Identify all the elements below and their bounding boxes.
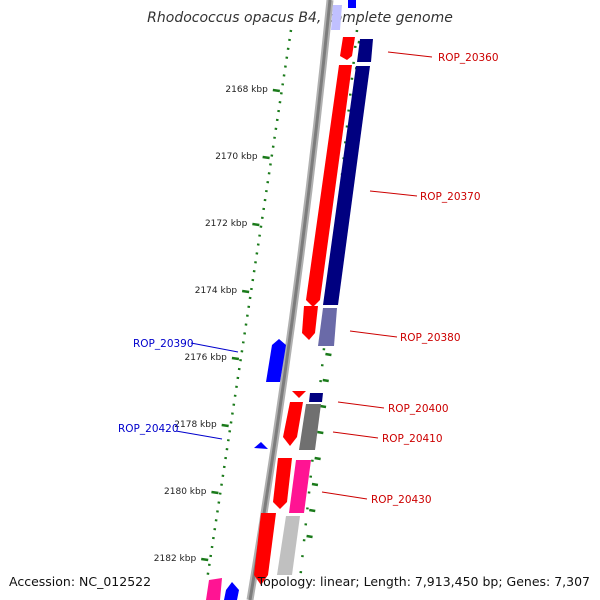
gene-block[interactable] xyxy=(224,582,239,600)
gene-block[interactable] xyxy=(266,339,286,382)
ruler-tick-label: 2168 kbp xyxy=(225,85,268,95)
gene-ROP_20360[interactable]: ROP_20360 xyxy=(340,37,499,64)
gene-block[interactable] xyxy=(323,66,370,305)
gene-label-ROP_20400[interactable]: ROP_20400 xyxy=(388,403,449,415)
ruler-tick-mark xyxy=(272,88,281,93)
ruler-tick-label: 2174 kbp xyxy=(195,286,238,296)
ruler-tick-label: 2176 kbp xyxy=(184,353,227,363)
gene-label-ROP_20390[interactable]: ROP_20390 xyxy=(133,338,194,350)
gene-ROP_20380[interactable]: ROP_20380 xyxy=(302,306,461,346)
gene-block[interactable] xyxy=(292,391,306,398)
gene-ROP_20400[interactable]: ROP_20400 xyxy=(292,391,449,415)
gene-block[interactable] xyxy=(309,393,323,402)
gene-block[interactable] xyxy=(299,404,321,450)
ruler-tick-mark xyxy=(262,155,270,160)
minor-tick-mark xyxy=(309,508,316,513)
gene-callout xyxy=(349,330,398,338)
gene-block[interactable] xyxy=(254,442,268,449)
ruler-tick-label: 2178 kbp xyxy=(174,420,217,430)
gene-block[interactable] xyxy=(206,578,222,600)
ruler-tick-label: 2182 kbp xyxy=(154,554,197,564)
gene-block[interactable] xyxy=(289,460,311,513)
minor-tick-mark xyxy=(306,534,313,539)
gene-callout xyxy=(321,491,368,500)
ruler-tick-mark xyxy=(231,356,240,361)
gene-label-ROP_20420[interactable]: ROP_20420 xyxy=(118,423,179,435)
gene-label-ROP_20410[interactable]: ROP_20410 xyxy=(382,433,443,445)
ruler-tick-mark xyxy=(211,490,219,495)
ruler-tick-label: 2172 kbp xyxy=(205,219,248,229)
ruler-tick-label: 2180 kbp xyxy=(164,487,207,497)
minor-tick-mark xyxy=(325,352,332,357)
gene-callout xyxy=(387,51,433,58)
ruler-tick-mark xyxy=(252,222,260,227)
gene-callout xyxy=(369,190,418,197)
partial-gene-top[interactable] xyxy=(348,0,356,8)
gene-ROP_20390[interactable]: ROP_20390 xyxy=(133,338,286,382)
gene-label-ROP_20370[interactable]: ROP_20370 xyxy=(420,191,481,203)
gene-block[interactable] xyxy=(273,458,292,509)
gene-ROP_20420[interactable]: ROP_20420 xyxy=(118,423,268,449)
genome-title: Rhodococcus opacus B4, complete genome xyxy=(147,10,453,26)
minor-tick-mark xyxy=(314,456,321,461)
ruler-tick-mark xyxy=(201,557,209,562)
partial-gene-top-light[interactable] xyxy=(331,5,342,30)
gene-callout xyxy=(175,430,223,440)
gene-ROP_20430[interactable]: ROP_20430 xyxy=(273,458,432,513)
gene-label-ROP_20360[interactable]: ROP_20360 xyxy=(438,52,499,64)
ruler-tick-mark xyxy=(221,423,229,428)
minor-tick-mark xyxy=(311,482,319,487)
gene-ROP_20370[interactable]: ROP_20370 xyxy=(306,65,481,307)
gene-callout xyxy=(332,431,379,439)
gene-callout xyxy=(337,401,385,409)
gene-label-ROP_20430[interactable]: ROP_20430 xyxy=(371,494,432,506)
minor-tick-mark xyxy=(317,430,324,435)
gene-block[interactable] xyxy=(357,39,373,62)
gene-label-ROP_20380[interactable]: ROP_20380 xyxy=(400,332,461,344)
ruler-tick-label: 2170 kbp xyxy=(215,152,258,162)
gene-block[interactable] xyxy=(318,308,337,346)
gene-block[interactable] xyxy=(277,516,300,575)
gene-callout xyxy=(190,342,239,353)
gene-block[interactable] xyxy=(283,402,303,446)
gene-block[interactable] xyxy=(254,513,276,585)
gene-unlabeled-lower[interactable] xyxy=(254,513,300,585)
minor-tick-mark xyxy=(322,378,329,383)
minor-tick-mark xyxy=(319,404,327,409)
gene-ROP_20410[interactable]: ROP_20410 xyxy=(283,402,443,450)
gene-block[interactable] xyxy=(302,306,318,340)
gene-unlabeled-bottom[interactable] xyxy=(206,578,239,600)
topology-label: Topology: linear; Length: 7,913,450 bp; … xyxy=(257,574,590,589)
gene-block[interactable] xyxy=(340,37,355,60)
gene-block[interactable] xyxy=(306,65,352,307)
ruler-tick-mark xyxy=(241,289,250,294)
accession-label: Accession: NC_012522 xyxy=(9,574,152,589)
